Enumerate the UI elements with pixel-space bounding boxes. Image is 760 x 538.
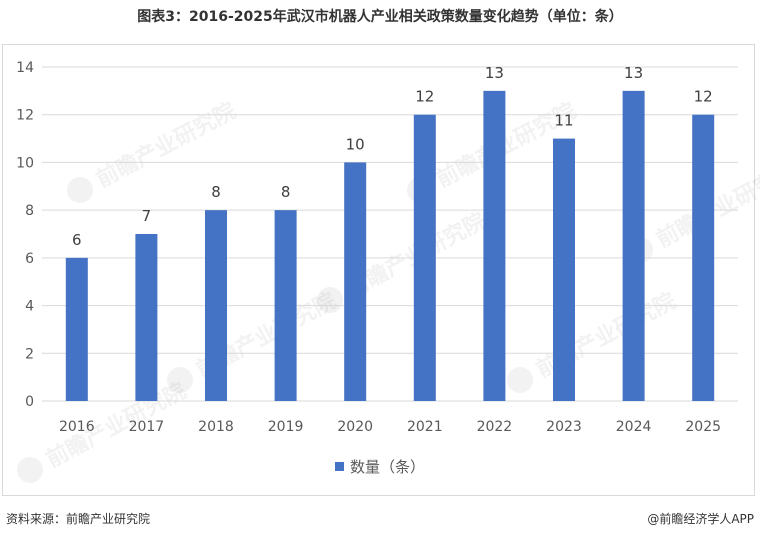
- x-tick-label: 2019: [268, 419, 304, 435]
- footer: 资料来源：前瞻产业研究院 @前瞻经济学人APP: [0, 510, 760, 530]
- watermark: 前瞻产业研究院: [317, 208, 490, 313]
- data-label: 13: [485, 64, 504, 82]
- y-tick-label: 10: [16, 155, 34, 171]
- y-tick-label: 4: [25, 299, 34, 315]
- bar: [553, 138, 575, 402]
- y-tick-label: 12: [16, 108, 34, 124]
- watermark-logo: [67, 177, 93, 203]
- x-tick-label: 2017: [129, 419, 165, 435]
- watermark-logo: [167, 367, 193, 393]
- bar: [483, 90, 506, 401]
- legend-label: 数量（条）: [349, 458, 425, 476]
- bar: [622, 90, 645, 401]
- bar: [274, 210, 297, 401]
- data-label: 12: [415, 88, 434, 106]
- x-tick-label: 2025: [685, 419, 721, 435]
- chart-title: 图表3：2016-2025年武汉市机器人产业相关政策数量变化趋势（单位：条）: [137, 9, 623, 25]
- data-label: 8: [281, 183, 291, 201]
- data-label: 11: [554, 112, 573, 130]
- chart-frame: [2, 44, 755, 496]
- y-tick-label: 14: [16, 60, 34, 76]
- y-tick-label: 0: [25, 394, 34, 410]
- brand-text: @前瞻经济学人APP: [647, 512, 754, 526]
- watermark-logo: [317, 287, 343, 313]
- legend-swatch: [334, 462, 344, 471]
- x-tick-label: 2020: [337, 419, 373, 435]
- y-tick-label: 2: [25, 346, 34, 362]
- watermark: 前瞻产业研究院: [167, 288, 340, 393]
- bar: [692, 114, 715, 401]
- x-tick-label: 2018: [198, 419, 234, 435]
- data-label: 10: [346, 135, 365, 153]
- bar: [205, 210, 227, 401]
- watermark-logo: [17, 457, 43, 483]
- watermark-text: 前瞻产业研究院: [92, 98, 240, 193]
- y-tick-label: 8: [25, 203, 34, 219]
- chart-legend: 数量（条）: [0, 456, 760, 477]
- watermark: 前瞻产业研究院: [507, 288, 680, 393]
- data-label: 12: [694, 88, 713, 106]
- y-tick-label: 6: [25, 251, 34, 267]
- data-label: 8: [211, 183, 221, 201]
- bar: [344, 162, 367, 401]
- data-label: 7: [142, 207, 152, 225]
- x-tick-label: 2023: [546, 419, 582, 435]
- bar: [413, 114, 436, 401]
- source-text: 资料来源：前瞻产业研究院: [6, 512, 151, 526]
- x-tick-label: 2016: [59, 419, 95, 435]
- data-label: 6: [72, 231, 82, 249]
- x-tick-label: 2021: [407, 419, 443, 435]
- x-tick-label: 2022: [477, 419, 513, 435]
- data-label: 13: [624, 64, 643, 82]
- x-tick-label: 2024: [616, 419, 652, 435]
- watermark-logo: [507, 367, 533, 393]
- bar: [65, 257, 88, 401]
- bar: [135, 234, 158, 401]
